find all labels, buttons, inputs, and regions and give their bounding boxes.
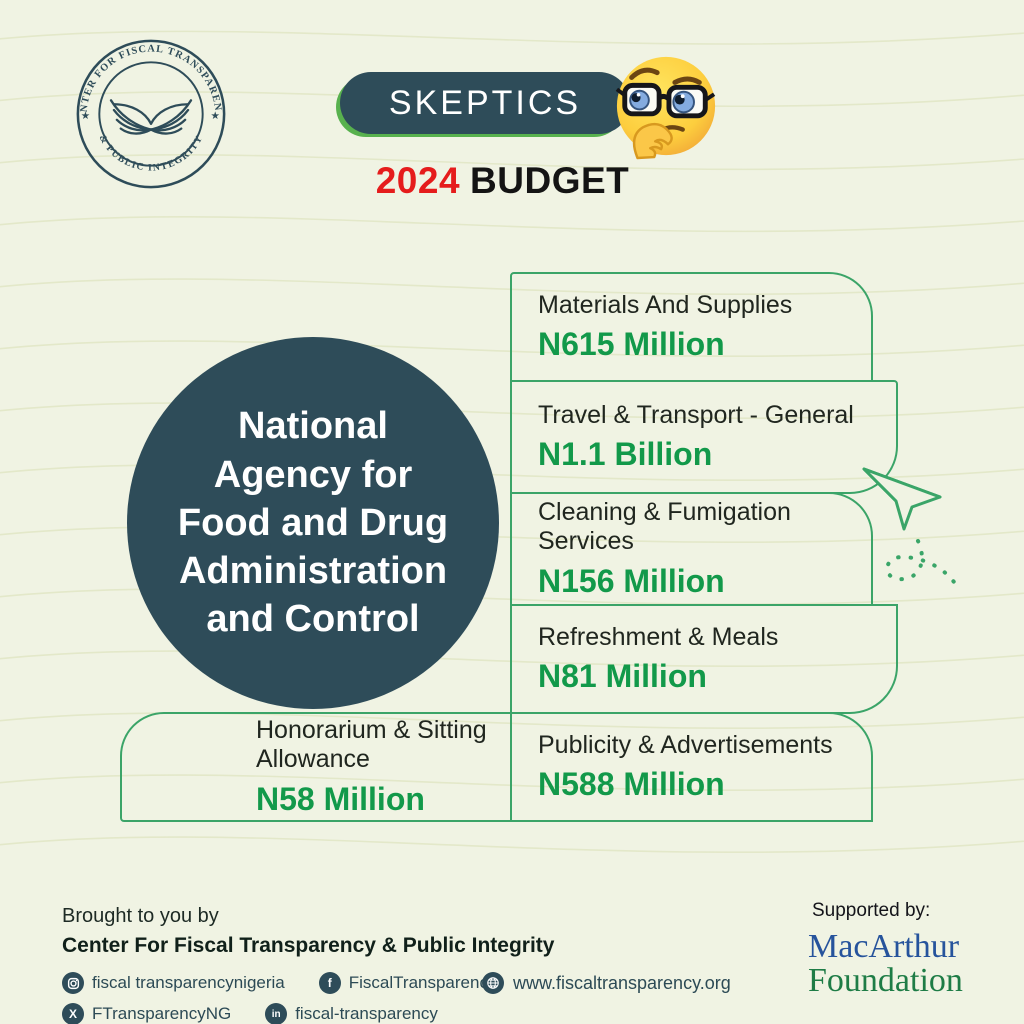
star-right-icon: ★ [210, 110, 220, 122]
budget-item-label: Materials And Supplies [538, 290, 793, 319]
budget-item-amount: N156 Million [538, 562, 725, 599]
budget-item-amount: N588 Million [538, 766, 725, 803]
website-link[interactable]: www.fiscaltransparency.org [482, 972, 731, 994]
supported-by-label: Supported by: [812, 900, 931, 921]
budget-item-amount: N615 Million [538, 326, 725, 363]
social-link-linkedin[interactable]: in fiscal-transparency [265, 1003, 438, 1024]
agency-name-circle: National Agency for Food and Drug Admini… [127, 337, 499, 709]
star-left-icon: ★ [81, 110, 91, 122]
paper-plane-icon [862, 467, 958, 587]
organization-seal-logo: CENTER FOR FISCAL TRANSPARENCY & PUBLIC … [73, 36, 226, 189]
wings-icon [109, 99, 193, 135]
budget-item-publicity-advertisements: Publicity & Advertisements N588 Million [510, 712, 873, 822]
budget-item-materials-supplies: Materials And Supplies N615 Million [510, 272, 873, 382]
supporter-block: Supported by: MacArthur Foundation [808, 900, 963, 998]
budget-item-label: Publicity & Advertisements [538, 730, 833, 759]
social-handle: FTransparencyNG [92, 1004, 232, 1023]
svg-text:& PUBLIC INTEGRITY: & PUBLIC INTEGRITY [96, 133, 205, 174]
skeptics-badge: SKEPTICS [340, 72, 630, 134]
agency-name: National Agency for Food and Drug Admini… [177, 405, 449, 641]
budget-item-honorarium-sitting-allowance: Honorarium & Sitting Allowance N58 Milli… [120, 712, 512, 822]
globe-icon [482, 972, 504, 994]
website-url: www.fiscaltransparency.org [513, 972, 731, 993]
budget-item-label: Cleaning & Fumigation Services [538, 498, 791, 555]
page-title: 2024 BUDGET [330, 160, 675, 202]
budget-item-amount: N1.1 Billion [538, 436, 713, 473]
instagram-icon [62, 972, 84, 994]
budget-item-amount: N58 Million [256, 780, 425, 817]
social-link-x[interactable]: X FTransparencyNG [62, 1003, 231, 1024]
budget-item-label: Honorarium & Sitting Allowance [256, 716, 487, 773]
social-link-instagram[interactable]: fiscal transparencynigeria [62, 972, 285, 994]
social-handle: fiscal transparencynigeria [92, 973, 285, 992]
facebook-icon: f [318, 972, 341, 994]
budget-item-label: Travel & Transport - General [538, 400, 854, 429]
budget-item-amount: N81 Million [538, 658, 707, 695]
supporter-logo-foundation: Foundation [808, 962, 963, 999]
budget-item-refreshment-meals: Refreshment & Meals N81 Million [510, 604, 898, 714]
budget-title-word: BUDGET [470, 160, 630, 201]
budget-item-label: Refreshment & Meals [538, 622, 779, 651]
supporter-logo-macarthur: MacArthur [808, 928, 960, 965]
social-link-facebook[interactable]: f FiscalTransparency [318, 972, 497, 994]
budget-year: 2024 [375, 160, 461, 201]
x-icon: X [62, 1003, 84, 1024]
linkedin-icon: in [265, 1003, 288, 1024]
budget-item-cleaning-fumigation: Cleaning & Fumigation Services N156 Mill… [510, 492, 873, 606]
social-handle: FiscalTransparency [348, 973, 497, 992]
brought-to-you-by-label: Brought to you by [62, 905, 219, 927]
footer-credits: Brought to you by Center For Fiscal Tran… [62, 905, 554, 1024]
skeptics-badge-label: SKEPTICS [388, 83, 582, 122]
thinking-emoji-icon [615, 56, 716, 160]
organization-name: Center For Fiscal Transparency & Public … [62, 934, 555, 957]
social-handle: fiscal-transparency [295, 1004, 438, 1023]
